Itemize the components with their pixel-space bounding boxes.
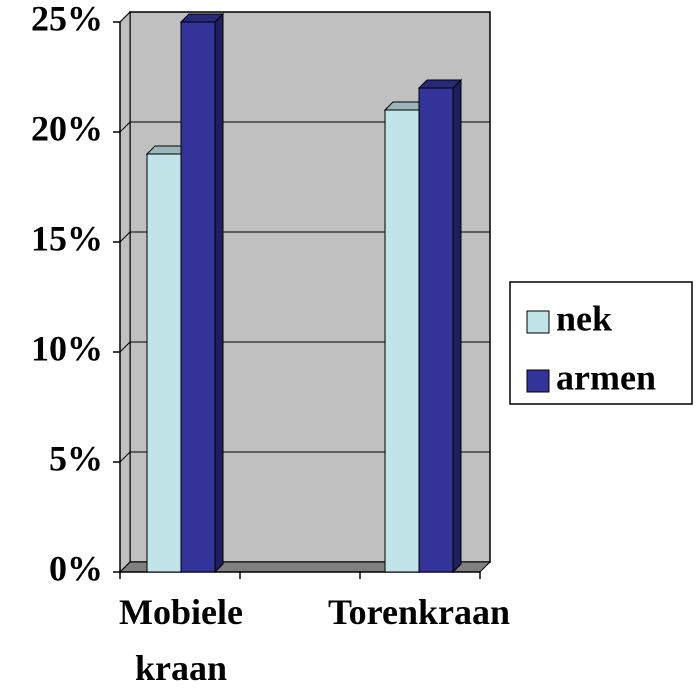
grid-line: [119, 561, 490, 573]
bar-side: [452, 78, 462, 574]
bar: [146, 153, 182, 573]
y-tick-label: 20%: [31, 108, 103, 148]
bar: [384, 109, 420, 573]
x-tick-label: Mobiele kraan: [119, 592, 243, 688]
y-tick-label: 10%: [31, 328, 103, 368]
y-tick-label: 5%: [49, 438, 103, 478]
legend-label: armen: [556, 357, 656, 397]
bar-top: [417, 79, 463, 89]
grid-line: [119, 231, 490, 243]
bar-side: [214, 12, 224, 574]
bar-top: [179, 13, 225, 23]
bar: [180, 21, 216, 573]
bar: [418, 87, 454, 573]
side-wall: [119, 10, 131, 574]
grid-line: [119, 451, 490, 463]
legend-swatch: [526, 310, 550, 334]
legend-swatch: [526, 369, 550, 393]
x-tick-label: Torenkraan: [327, 592, 511, 632]
grid-line: [119, 341, 490, 353]
legend-label: nek: [556, 298, 612, 338]
y-tick-label: 0%: [49, 548, 103, 588]
y-tick-label: 15%: [31, 218, 103, 258]
grid-line: [119, 11, 490, 23]
y-tick-label: 25%: [31, 0, 103, 38]
grid-line: [119, 121, 490, 133]
